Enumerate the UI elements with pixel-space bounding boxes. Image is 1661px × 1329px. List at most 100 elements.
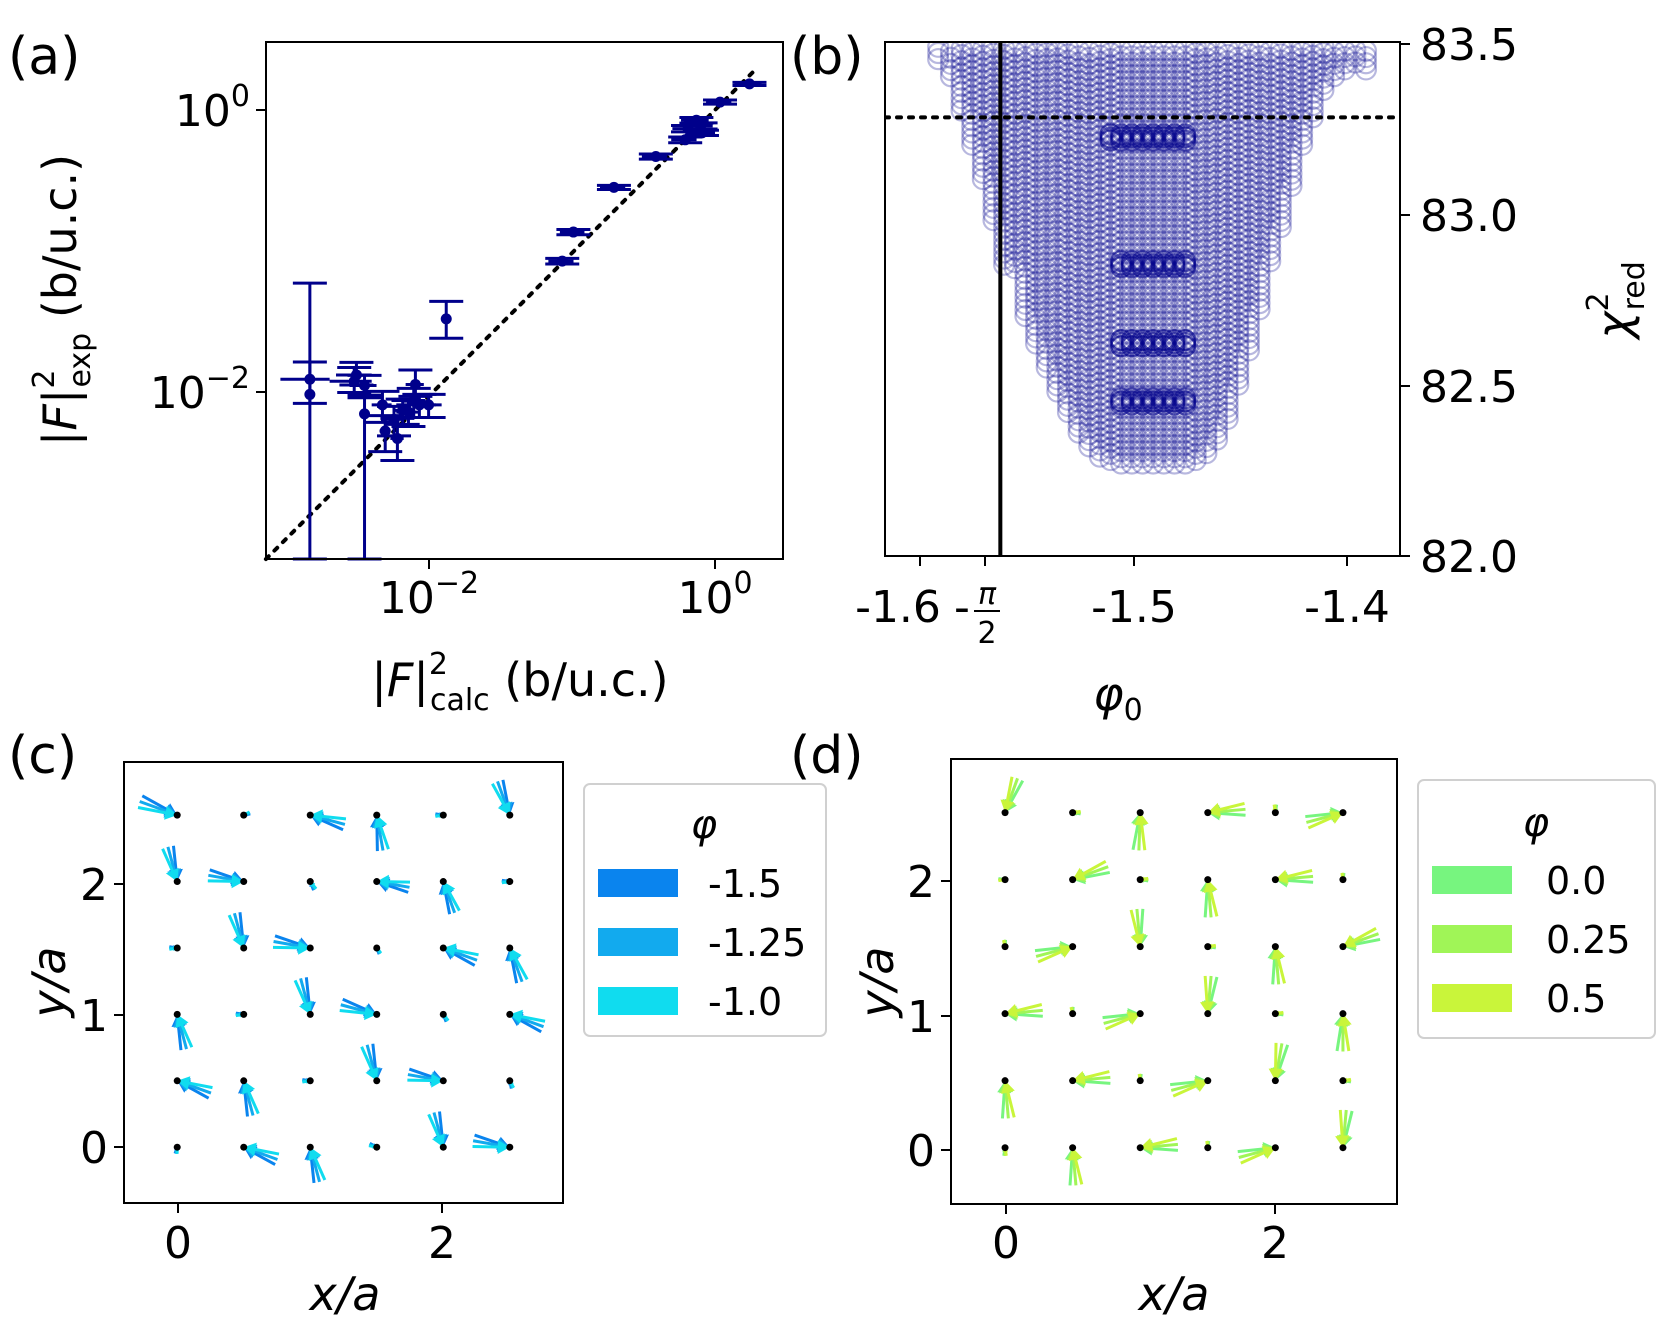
b-chi2-marker bbox=[1173, 156, 1197, 179]
a-data-point bbox=[608, 181, 620, 193]
b-chi2-marker bbox=[982, 178, 1005, 201]
b-chi2-marker bbox=[1131, 415, 1154, 438]
d-spin-arrow bbox=[1102, 1008, 1141, 1031]
b-chi2-marker bbox=[1142, 42, 1165, 62]
b-chi2-marker bbox=[1099, 183, 1122, 206]
b-chi2-marker bbox=[1014, 274, 1037, 297]
b-chi2-marker bbox=[1099, 85, 1122, 108]
b-chi2-marker bbox=[1333, 45, 1356, 69]
b-chi2-marker bbox=[1088, 371, 1112, 394]
b-chi2-marker bbox=[993, 68, 1016, 91]
b-chi2-marker bbox=[1056, 326, 1080, 350]
c-arrow-head bbox=[175, 1014, 189, 1029]
b-chi2-marker bbox=[961, 90, 984, 113]
b-chi2-marker bbox=[1067, 329, 1090, 352]
b-chi2-marker bbox=[1152, 57, 1175, 80]
b-chi2-marker bbox=[1046, 195, 1069, 218]
b-chi2-marker bbox=[1078, 429, 1101, 452]
b-chi2-marker bbox=[1099, 362, 1122, 385]
b-chi2-marker bbox=[1173, 446, 1197, 469]
b-chi2-marker bbox=[982, 128, 1005, 152]
b-chi2-marker bbox=[1088, 291, 1112, 314]
d-arrow-head bbox=[1134, 812, 1149, 826]
b-chi2-marker bbox=[1046, 312, 1069, 335]
b-chi2-marker bbox=[1301, 100, 1324, 123]
b-chi2-marker bbox=[1205, 175, 1229, 198]
a-data-point-group bbox=[638, 151, 673, 163]
b-chi2-marker bbox=[971, 167, 994, 191]
c-spin-arrow bbox=[370, 814, 390, 852]
b-chi2-marker bbox=[1163, 187, 1186, 210]
b-chi2-marker bbox=[982, 42, 1005, 59]
b-chi2-marker bbox=[1163, 100, 1186, 124]
c-spin-arrow bbox=[438, 880, 461, 915]
c-arrow-head bbox=[365, 1067, 379, 1081]
b-chi2-marker bbox=[1216, 173, 1239, 196]
b-chi2-marker bbox=[1333, 58, 1356, 81]
b-chi2-marker bbox=[1152, 187, 1175, 210]
b-chi2-marker bbox=[1035, 97, 1058, 120]
b-chi2-step-marker bbox=[1142, 256, 1165, 279]
b-chi2-marker bbox=[1163, 174, 1186, 198]
b-chi2-marker bbox=[993, 62, 1016, 85]
b-chi2-marker bbox=[1205, 82, 1229, 106]
b-chi2-marker bbox=[1078, 281, 1101, 304]
a-data-point-group bbox=[347, 393, 382, 561]
b-chi2-marker bbox=[1216, 241, 1239, 264]
b-chi2-marker bbox=[1142, 63, 1165, 86]
b-chi2-marker bbox=[1099, 350, 1122, 373]
b-chi2-marker bbox=[1067, 384, 1090, 407]
b-chi2-marker bbox=[1056, 363, 1080, 387]
b-chi2-marker bbox=[1067, 322, 1090, 346]
b-chi2-marker bbox=[1280, 57, 1303, 80]
b-chi2-marker bbox=[1280, 156, 1303, 179]
b-chi2-marker bbox=[1142, 285, 1165, 309]
b-chi2-marker bbox=[1163, 421, 1186, 444]
b-chi2-marker bbox=[1088, 100, 1112, 123]
b-chi2-step-marker bbox=[1131, 335, 1154, 358]
b-chi2-marker bbox=[1227, 157, 1250, 180]
a-data-point bbox=[679, 134, 691, 146]
b-chi2-marker bbox=[1056, 203, 1080, 226]
b-chi2-marker bbox=[1142, 180, 1165, 204]
b-chi2-marker bbox=[1024, 178, 1048, 201]
b-chi2-marker bbox=[1088, 81, 1112, 104]
b-chi2-marker bbox=[971, 161, 994, 184]
b-chi2-marker bbox=[1088, 192, 1112, 215]
b-chi2-marker bbox=[1078, 157, 1101, 180]
b-chi2-marker bbox=[1088, 50, 1112, 73]
b-chi2-marker bbox=[1205, 89, 1229, 112]
b-chi2-marker bbox=[1205, 409, 1229, 433]
b-chi2-marker bbox=[1078, 287, 1101, 310]
b-chi2-marker bbox=[1216, 93, 1239, 116]
b-chi2-marker bbox=[1088, 272, 1112, 296]
b-chi2-marker bbox=[1184, 387, 1207, 410]
b-chi2-marker bbox=[1035, 146, 1058, 169]
b-chi2-marker bbox=[1003, 127, 1026, 150]
b-chi2-marker bbox=[1205, 119, 1229, 143]
b-chi2-marker bbox=[1152, 211, 1175, 235]
b-chi2-marker bbox=[1024, 295, 1048, 318]
b-chi2-marker bbox=[1078, 83, 1101, 106]
c-legend-label-3: -1.0 bbox=[708, 980, 782, 1024]
b-chi2-marker bbox=[1237, 148, 1261, 171]
b-chi2-marker bbox=[1120, 224, 1143, 247]
b-chi2-marker bbox=[1003, 84, 1026, 107]
b-chi2-marker bbox=[1120, 193, 1143, 216]
b-chi2-marker bbox=[1333, 52, 1356, 75]
b-chi2-marker bbox=[1099, 189, 1122, 213]
b-chi2-marker bbox=[1237, 240, 1261, 263]
b-chi2-marker bbox=[993, 173, 1016, 196]
b-chi2-marker bbox=[1248, 174, 1271, 198]
d-spin-arrow bbox=[1335, 1109, 1354, 1149]
b-chi2-marker bbox=[1099, 202, 1122, 225]
a-data-point-group bbox=[556, 226, 591, 238]
b-chi2-marker bbox=[1099, 214, 1122, 237]
d-ytick-label-3: 2 bbox=[907, 857, 935, 908]
b-chi2-marker bbox=[971, 130, 994, 154]
b-chi2-marker bbox=[1024, 320, 1048, 343]
b-chi2-marker bbox=[1195, 318, 1218, 341]
b-chi2-marker bbox=[1067, 143, 1090, 167]
b-chi2-marker bbox=[1205, 76, 1229, 100]
